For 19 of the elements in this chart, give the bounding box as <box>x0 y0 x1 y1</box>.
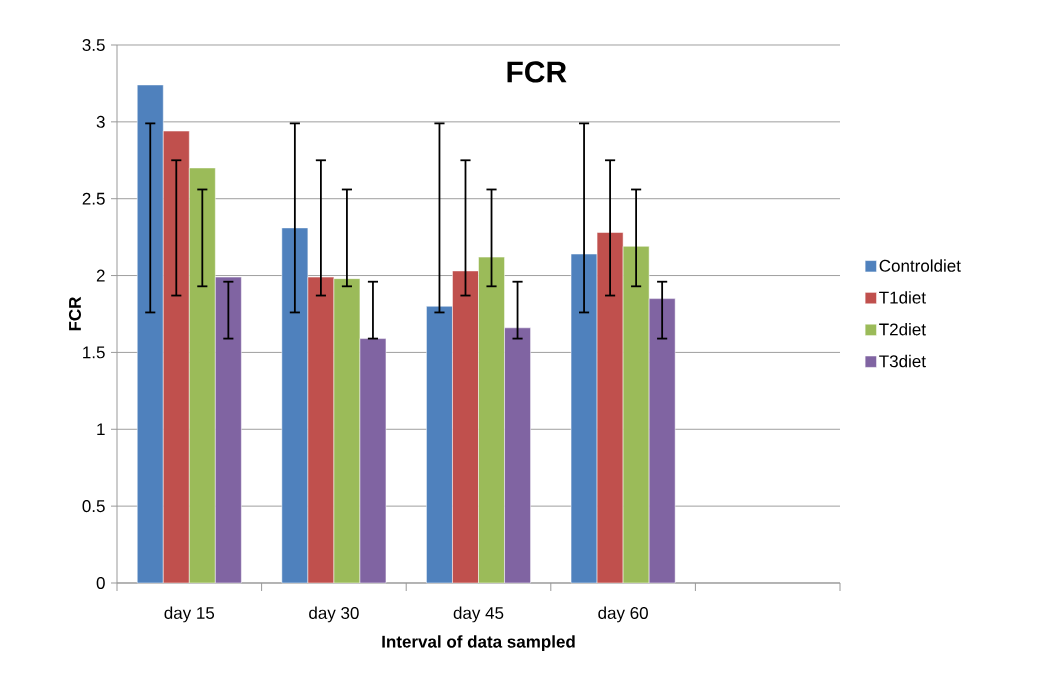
legend-label: T3diet <box>879 354 926 368</box>
y-tick-label: 3 <box>96 115 105 128</box>
y-tick-label: 0 <box>96 576 105 590</box>
y-tick-label: 3.5 <box>82 38 105 52</box>
x-tick-label: day 45 <box>453 606 504 623</box>
y-tick-label: 2.5 <box>82 192 105 205</box>
x-tick-label: day 15 <box>164 606 215 623</box>
legend-label: Controldiet <box>879 259 961 272</box>
y-tick-label: 0.5 <box>82 500 105 513</box>
x-tick-label: day 30 <box>309 606 359 623</box>
x-axis-title: Interval of data sampled <box>382 635 575 652</box>
y-axis-title: FCR <box>68 296 81 331</box>
legend-label: T2diet <box>879 323 926 336</box>
y-tick-label: 1 <box>97 423 105 436</box>
y-tick-label: 1.5 <box>83 346 105 359</box>
x-tick-label: day 60 <box>598 606 648 623</box>
y-tick-label: 2 <box>96 269 105 282</box>
legend-label: T1diet <box>879 291 926 304</box>
chart-title: FCR <box>507 61 567 83</box>
